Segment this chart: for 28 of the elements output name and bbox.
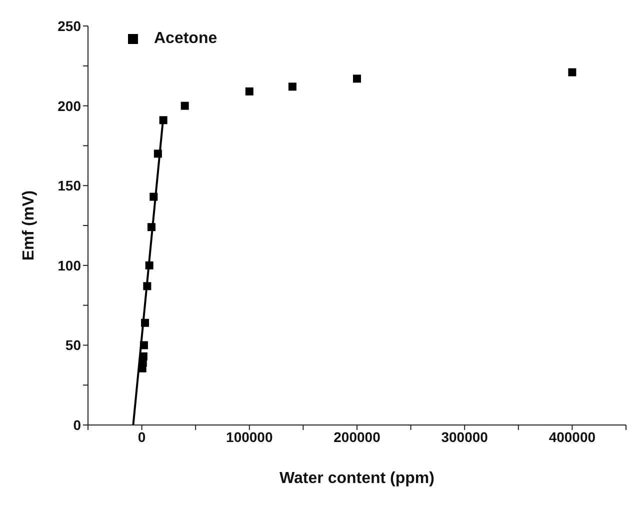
point — [159, 116, 168, 124]
y-tick-label: 0 — [73, 416, 82, 433]
x-tick-label: 0 — [138, 428, 146, 445]
y-tick-label: 250 — [58, 18, 82, 34]
y-tick-label: 150 — [58, 178, 82, 194]
point — [139, 352, 148, 360]
y-tick-label: 50 — [65, 337, 82, 354]
point — [568, 68, 576, 76]
point — [288, 82, 296, 91]
point — [150, 192, 158, 201]
y-tick-label: 100 — [58, 257, 82, 274]
x-tick-label: 300000 — [441, 428, 488, 445]
point — [147, 223, 156, 232]
point — [245, 87, 254, 96]
legend-label: Acetone — [154, 30, 218, 47]
point — [141, 318, 150, 327]
x-axis-title: Water content (ppm) — [280, 470, 434, 487]
x-tick-label: 200000 — [334, 428, 381, 445]
point — [145, 261, 154, 270]
point — [143, 282, 152, 290]
y-axis-title: Emf (mV) — [20, 190, 38, 261]
point — [140, 341, 148, 350]
point — [353, 74, 361, 83]
point — [180, 102, 189, 110]
x-tick-label: 100000 — [226, 428, 273, 445]
x-tick-label: 400000 — [548, 428, 596, 445]
point — [154, 150, 162, 158]
y-tick-label: 200 — [58, 98, 82, 114]
